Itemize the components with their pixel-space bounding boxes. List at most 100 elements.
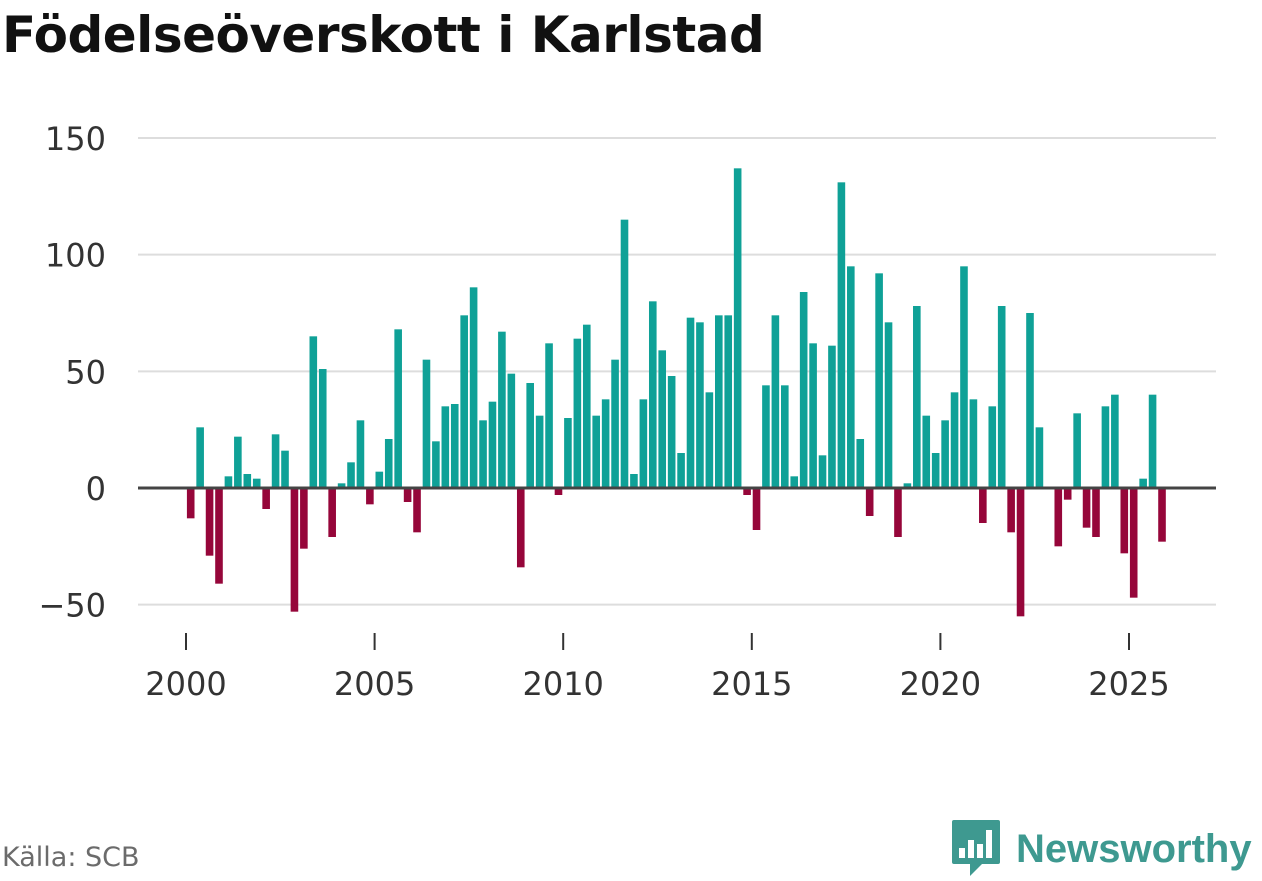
bar-2006Q4 (441, 406, 450, 488)
x-tick-label: 2010 (522, 665, 603, 703)
bar-2005Q1 (375, 471, 384, 488)
brand-name: Newsworthy (1016, 826, 1252, 871)
bar-2022Q3 (1035, 427, 1044, 488)
bar-2013Q4 (705, 392, 714, 488)
x-tick-label: 2020 (900, 665, 981, 703)
bar-2006Q2 (422, 359, 431, 488)
bar-2024Q1 (1092, 488, 1100, 537)
bar-2012Q2 (648, 301, 657, 488)
bar-2001Q1 (224, 476, 233, 488)
bar-2002Q3 (281, 450, 289, 488)
bar-2018Q4 (894, 488, 902, 537)
bar-2010Q2 (573, 338, 582, 488)
bar-2019Q3 (922, 415, 931, 488)
bar-2003Q4 (328, 488, 336, 537)
bar-2006Q3 (432, 441, 440, 488)
y-tick-label: 100 (45, 237, 106, 275)
bar-2017Q4 (856, 439, 865, 488)
bar-2015Q4 (781, 385, 789, 488)
bar-2001Q2 (234, 436, 242, 488)
bar-2012Q4 (667, 376, 676, 488)
bar-2005Q4 (403, 488, 412, 502)
bar-2011Q2 (611, 359, 619, 488)
bar-2014Q3 (733, 168, 742, 488)
bar-2014Q4 (743, 488, 751, 495)
bar-2001Q3 (243, 474, 252, 488)
bar-2009Q1 (526, 383, 534, 488)
bar-2012Q3 (658, 350, 667, 488)
brand-logo-group: Newsworthy (950, 817, 1252, 881)
bar-2003Q1 (300, 488, 308, 549)
bar-2000Q1 (186, 488, 195, 519)
bar-2025Q1 (1129, 488, 1138, 598)
bar-2021Q1 (979, 488, 987, 523)
bar-2025Q2 (1139, 478, 1147, 488)
bar-2000Q3 (205, 488, 214, 556)
bar-2020Q2 (950, 392, 959, 488)
bar-2025Q3 (1148, 394, 1157, 488)
bar-2010Q3 (582, 324, 591, 488)
bar-2003Q3 (318, 369, 327, 488)
bar-2018Q2 (875, 273, 883, 488)
bar-2024Q3 (1111, 394, 1119, 488)
bar-2007Q2 (460, 315, 468, 488)
bar-2019Q4 (931, 453, 940, 488)
bar-2008Q4 (516, 488, 525, 568)
bar-2009Q3 (545, 343, 553, 488)
bar-2021Q2 (988, 406, 997, 488)
bar-2011Q1 (601, 399, 610, 488)
bar-2002Q4 (290, 488, 299, 612)
bar-2019Q2 (913, 306, 921, 488)
source-note: Källa: SCB (2, 842, 140, 873)
bar-2009Q4 (554, 488, 563, 495)
x-tick-label: 2015 (711, 665, 792, 703)
bar-2021Q3 (997, 306, 1006, 488)
bar-2010Q1 (564, 418, 572, 488)
bar-2022Q2 (1026, 313, 1034, 488)
bar-2008Q1 (488, 401, 497, 488)
bar-2010Q4 (592, 415, 600, 488)
x-axis-ticks: 2000 2005 2010 2015 2020 2025 (145, 633, 1170, 703)
bar-2024Q2 (1101, 406, 1110, 488)
bar-2004Q1 (337, 483, 346, 488)
bar-2002Q1 (262, 488, 270, 509)
bar-2017Q1 (828, 345, 836, 488)
bar-2004Q4 (366, 488, 374, 505)
chart-title: Födelseöverskott i Karlstad (2, 6, 765, 64)
x-tick-label: 2000 (145, 665, 226, 703)
bar-2015Q3 (771, 315, 780, 488)
x-tick-label: 2005 (334, 665, 415, 703)
y-tick-label: −50 (38, 587, 106, 625)
bar-2009Q2 (535, 415, 544, 488)
bar-2014Q1 (715, 315, 723, 488)
bar-2013Q3 (696, 322, 704, 488)
bar-2008Q3 (507, 373, 516, 488)
bar-2000Q4 (215, 488, 223, 584)
y-axis-tick-labels: 150 100 50 0 −50 (38, 120, 106, 625)
bar-2011Q3 (620, 219, 629, 489)
bar-2016Q1 (790, 476, 799, 488)
bar-2012Q1 (639, 399, 648, 488)
newsworthy-logo-icon (952, 820, 1000, 876)
bar-2025Q4 (1158, 488, 1166, 542)
bar-2007Q3 (469, 287, 478, 488)
bar-2002Q2 (271, 434, 280, 488)
bar-2007Q1 (450, 404, 459, 488)
bar-2000Q2 (196, 427, 204, 488)
bar-2022Q1 (1016, 488, 1025, 617)
bar-2006Q1 (413, 488, 421, 533)
grid-lines (138, 137, 1216, 606)
bar-2020Q4 (969, 399, 978, 488)
bars (186, 168, 1166, 617)
y-tick-label: 0 (86, 470, 106, 508)
bar-2016Q2 (799, 292, 808, 488)
bar-2007Q4 (479, 420, 487, 488)
bar-2023Q3 (1073, 413, 1081, 488)
bar-2023Q4 (1082, 488, 1091, 528)
bar-2004Q2 (347, 462, 355, 488)
bar-2023Q2 (1063, 488, 1072, 500)
bar-2001Q4 (252, 478, 261, 488)
bar-2005Q2 (384, 439, 393, 488)
bar-2017Q2 (837, 182, 846, 488)
